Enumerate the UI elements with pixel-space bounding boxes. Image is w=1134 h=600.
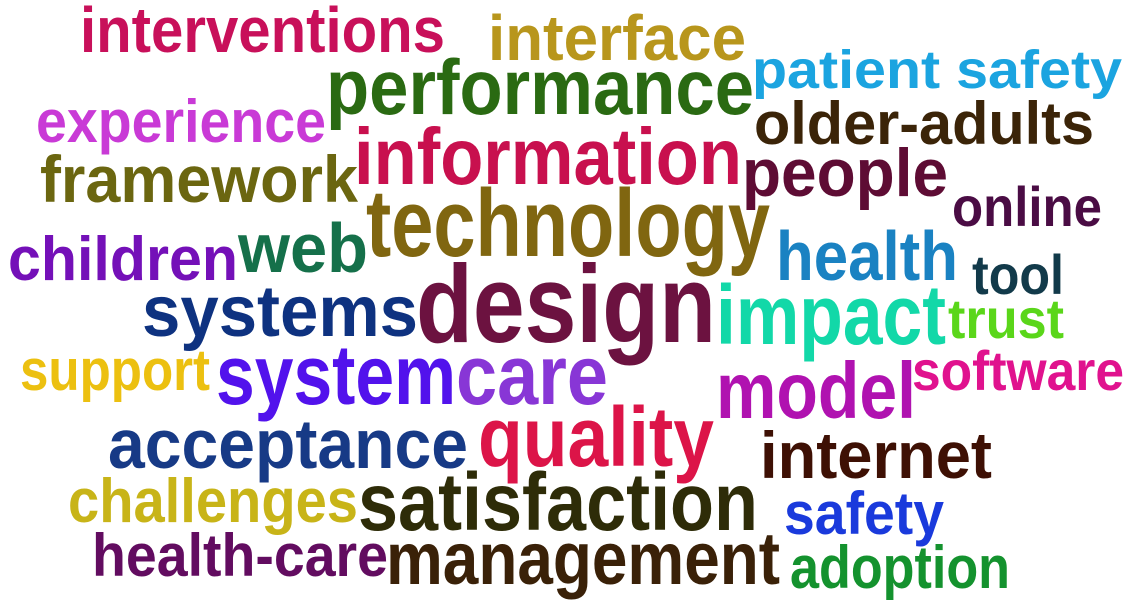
word-framework: framework xyxy=(40,142,358,216)
word-systems: systems xyxy=(142,272,418,352)
word-performance: performance xyxy=(326,43,754,131)
word-challenges: challenges xyxy=(68,467,358,536)
word-design: design xyxy=(416,243,716,366)
word-system: system xyxy=(216,328,456,422)
word-older-adults: older-adults xyxy=(754,90,1094,157)
word-adoption: adoption xyxy=(790,534,1010,600)
word-quality: quality xyxy=(478,390,714,484)
word-management: management xyxy=(386,517,780,600)
word-health: health xyxy=(776,217,958,295)
word-web: web xyxy=(237,209,368,287)
word-experience: experience xyxy=(36,88,326,155)
word-online: online xyxy=(952,175,1102,238)
word-people: people xyxy=(742,135,948,211)
word-model: model xyxy=(716,346,916,435)
word-trust: trust xyxy=(948,287,1064,350)
word-interventions: interventions xyxy=(80,0,445,66)
word-satisfaction: satisfaction xyxy=(358,457,758,548)
word-tool: tool xyxy=(972,243,1064,306)
word-impact: impact xyxy=(716,268,946,362)
word-safety: safety xyxy=(784,480,945,547)
word-information: information xyxy=(354,112,742,201)
word-patient-safety: patient safety xyxy=(752,40,1122,100)
word-technology: technology xyxy=(366,170,770,277)
word-children: children xyxy=(8,225,238,294)
word-acceptance: acceptance xyxy=(108,405,468,483)
word-support: support xyxy=(20,338,210,403)
word-care: care xyxy=(456,328,608,422)
word-interface: interface xyxy=(488,2,746,74)
word-health-care: health-care xyxy=(92,522,388,589)
word-internet: internet xyxy=(760,418,992,492)
word-software: software xyxy=(912,339,1124,402)
